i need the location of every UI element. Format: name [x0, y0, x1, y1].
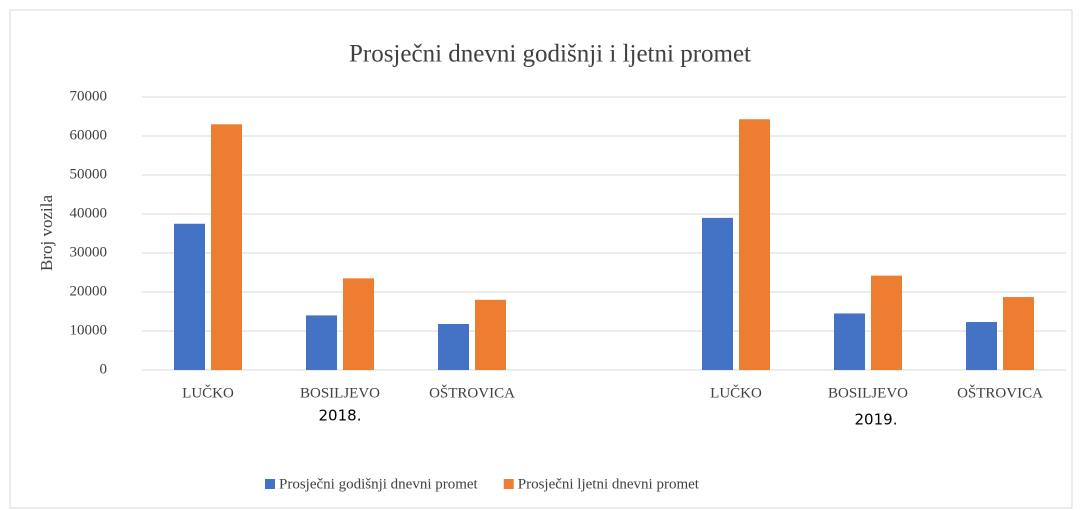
legend-label: Prosječni ljetni dnevni promet — [518, 476, 700, 492]
x-tick-label: LUČKO — [710, 384, 762, 401]
bar — [1003, 297, 1034, 370]
bar — [871, 275, 902, 370]
bar — [211, 124, 242, 370]
chart-border — [9, 9, 1073, 509]
y-tick-label: 0 — [100, 361, 108, 377]
y-tick-label: 60000 — [70, 127, 108, 143]
x-tick-label: BOSILJEVO — [300, 385, 380, 401]
bar — [306, 315, 337, 370]
y-tick-label: 20000 — [70, 283, 108, 299]
y-tick-label: 50000 — [70, 166, 108, 182]
x-tick-label: OŠTROVICA — [957, 384, 1043, 401]
x-tick-label: OŠTROVICA — [429, 384, 515, 401]
y-tick-label: 40000 — [70, 205, 108, 221]
bar — [343, 278, 374, 370]
group-label: 2018. — [319, 407, 362, 425]
bar — [966, 322, 997, 370]
bar — [702, 217, 733, 370]
group-label: 2019. — [855, 411, 898, 429]
bar — [475, 299, 506, 370]
legend-swatch — [265, 479, 275, 489]
bar — [438, 323, 469, 370]
bar — [739, 119, 770, 370]
bar — [834, 313, 865, 370]
bar — [174, 223, 205, 370]
y-tick-label: 30000 — [70, 244, 108, 260]
legend-label: Prosječni godišnji dnevni promet — [279, 476, 479, 492]
x-tick-label: LUČKO — [182, 384, 234, 401]
y-tick-label: 10000 — [70, 322, 108, 338]
x-tick-label: BOSILJEVO — [828, 385, 908, 401]
y-tick-label: 70000 — [70, 88, 108, 104]
y-axis-label: Broj vozila — [37, 195, 56, 271]
legend-swatch — [503, 479, 514, 489]
chart-title: Prosječni dnevni godišnji i ljetni prome… — [349, 41, 751, 68]
